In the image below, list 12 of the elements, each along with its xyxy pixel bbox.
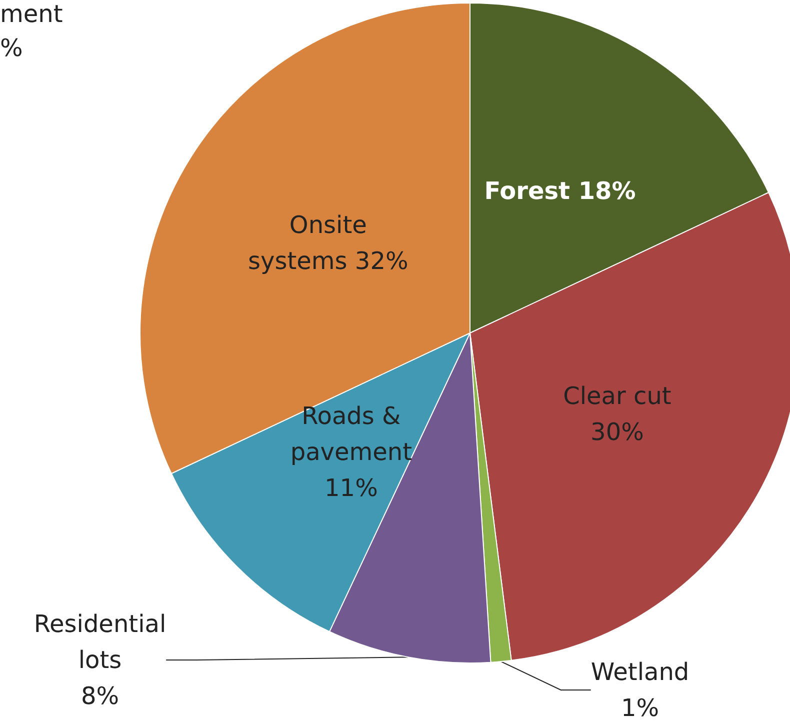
- slice-label: Wetland: [590, 658, 690, 686]
- slice-label: Onsite systems 32%: [248, 210, 408, 275]
- data-label: 1%: [620, 694, 660, 722]
- data-label: 30%: [590, 418, 644, 446]
- slice-label: Residential lots: [34, 610, 166, 674]
- text: %: [0, 34, 23, 62]
- text: ment: [0, 0, 63, 28]
- slice-label: Forest 18%: [484, 177, 636, 206]
- slice-label: Clear cut: [563, 382, 672, 410]
- slice-label: Roads & pavement: [290, 402, 412, 466]
- data-label: 8%: [80, 682, 120, 710]
- data-label: 11%: [324, 474, 378, 502]
